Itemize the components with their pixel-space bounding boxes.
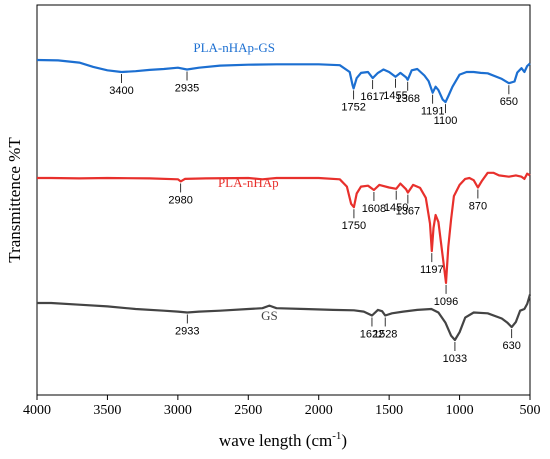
peak-label: 1528	[373, 328, 397, 340]
x-tick-label: 3000	[164, 403, 192, 418]
peak-label: 1455	[383, 90, 407, 102]
peak-label: 1622	[360, 328, 384, 340]
peak-label: 1033	[443, 353, 467, 365]
x-tick-label: 4000	[23, 403, 51, 418]
peak-label: 1750	[342, 220, 366, 232]
x-tick-label: 1000	[446, 403, 474, 418]
x-axis-label-sup: -1	[332, 430, 341, 442]
peak-label: 650	[500, 96, 518, 108]
plot-frame	[36, 4, 531, 396]
peak-label: 1368	[395, 93, 419, 105]
x-tick-label: 1500	[375, 403, 403, 418]
peak-label: 2980	[168, 194, 192, 206]
peak-label: 1100	[434, 115, 458, 127]
x-tick-label: 500	[520, 403, 541, 418]
x-tick-label: 2500	[234, 403, 262, 418]
x-axis-label: wave length (cm-1)	[219, 430, 347, 450]
peak-label: 1608	[362, 203, 386, 215]
x-tick-label: 3500	[93, 403, 121, 418]
peak-label: 1197	[420, 264, 444, 276]
peak-label: 630	[503, 340, 521, 352]
x-tick-label: 2000	[305, 403, 333, 418]
peak-label: 1617	[360, 91, 384, 103]
series-name: GS	[261, 308, 278, 323]
peak-label: 1367	[396, 206, 420, 218]
peak-label: 870	[469, 200, 487, 212]
peak-label: 1450	[384, 202, 408, 214]
x-axis-label-close: )	[341, 431, 347, 450]
peak-label: 1096	[434, 296, 458, 308]
series-layer	[36, 58, 532, 342]
peak-label: 2935	[175, 82, 199, 94]
series-line-pla-nhap	[37, 171, 531, 284]
series-name: PLA-nHAp	[218, 175, 279, 190]
peak-label: 1191	[421, 106, 445, 118]
x-axis-label-text: wave length (cm	[219, 431, 332, 450]
x-axis-ticks: 4000 3500 3000 2500 2000 1500 1000 500	[23, 395, 541, 418]
series-names-layer: PLA-nHAp-GS PLA-nHAp GS	[193, 40, 278, 323]
peak-label: 3400	[109, 85, 133, 97]
series-line-pla-nhap-gs	[36, 58, 531, 104]
series-line-gs	[37, 294, 532, 342]
peak-label: 2933	[175, 325, 199, 337]
peak-label: 1752	[341, 101, 365, 113]
series-name: PLA-nHAp-GS	[193, 40, 275, 55]
y-axis-label: Transmittence %T	[5, 137, 24, 263]
